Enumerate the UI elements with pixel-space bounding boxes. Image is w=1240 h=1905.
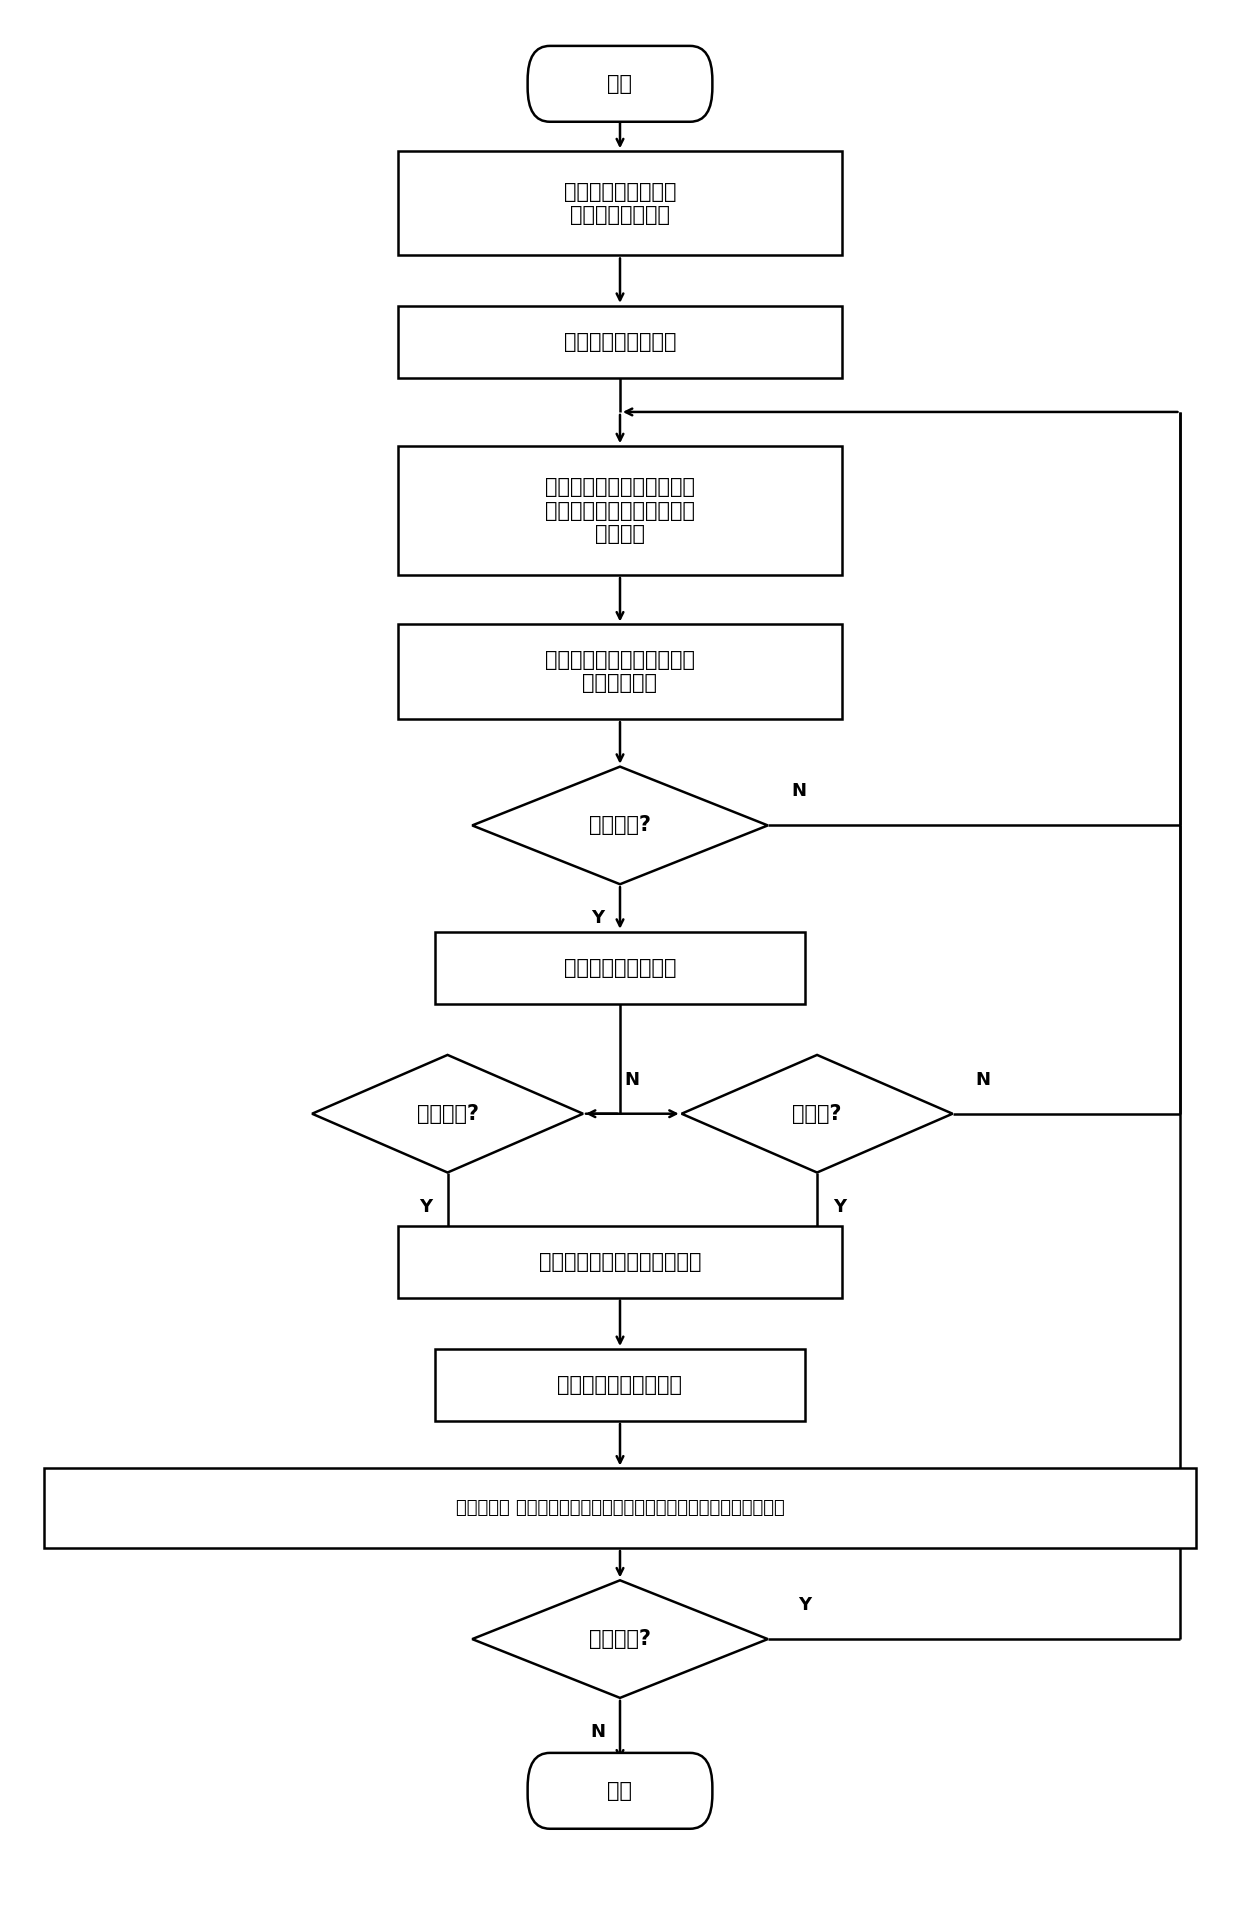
Text: 启动点频控守、监听: 启动点频控守、监听 xyxy=(564,958,676,977)
Text: Y: Y xyxy=(833,1198,846,1215)
Bar xyxy=(45,1469,1195,1549)
Polygon shape xyxy=(472,1581,768,1697)
Text: N: N xyxy=(791,783,806,800)
Bar xyxy=(398,625,842,720)
Bar xyxy=(398,446,842,575)
Bar xyxy=(398,1225,842,1297)
Text: N: N xyxy=(625,1071,640,1088)
Text: 根据频率、样式、方位初步
判断信号属性: 根据频率、样式、方位初步 判断信号属性 xyxy=(546,650,694,693)
Text: 开始: 开始 xyxy=(608,74,632,93)
Text: 启动搜索机频段搜索: 启动搜索机频段搜索 xyxy=(564,331,676,352)
FancyBboxPatch shape xyxy=(528,1753,712,1829)
Polygon shape xyxy=(682,1055,952,1172)
Text: 保护频段表 保护信道表、无用信道表、目标信道表、跳频侦测结果表: 保护频段表 保护信道表、无用信道表、目标信道表、跳频侦测结果表 xyxy=(455,1499,785,1516)
Text: 设置搜索机工作参数
设置窄带测向参数: 设置搜索机工作参数 设置窄带测向参数 xyxy=(564,181,676,225)
Text: Y: Y xyxy=(591,909,604,928)
Polygon shape xyxy=(472,766,768,884)
Text: Y: Y xyxy=(799,1596,811,1614)
Text: 综合分析得到网台信息: 综合分析得到网台信息 xyxy=(558,1375,682,1394)
Text: 继续侦察?: 继续侦察? xyxy=(589,1629,651,1650)
Text: N: N xyxy=(976,1071,991,1088)
Text: 从搜索结果缓冲区取出一个
信号送分析机分析同时送测
向机测向: 从搜索结果缓冲区取出一个 信号送分析机分析同时送测 向机测向 xyxy=(546,478,694,543)
Text: 待命: 待命 xyxy=(608,1781,632,1800)
Text: Y: Y xyxy=(419,1198,432,1215)
FancyBboxPatch shape xyxy=(528,46,712,122)
Bar xyxy=(435,1349,805,1421)
Text: 新信号?: 新信号? xyxy=(792,1103,842,1124)
Bar xyxy=(398,305,842,377)
Bar xyxy=(398,150,842,255)
Polygon shape xyxy=(312,1055,583,1172)
Bar xyxy=(435,932,805,1004)
Text: N: N xyxy=(590,1722,605,1741)
Text: 继续点频控守、监听、或录音: 继续点频控守、监听、或录音 xyxy=(538,1252,702,1273)
Text: 目标信号?: 目标信号? xyxy=(417,1103,479,1124)
Text: 可疑信号?: 可疑信号? xyxy=(589,815,651,836)
